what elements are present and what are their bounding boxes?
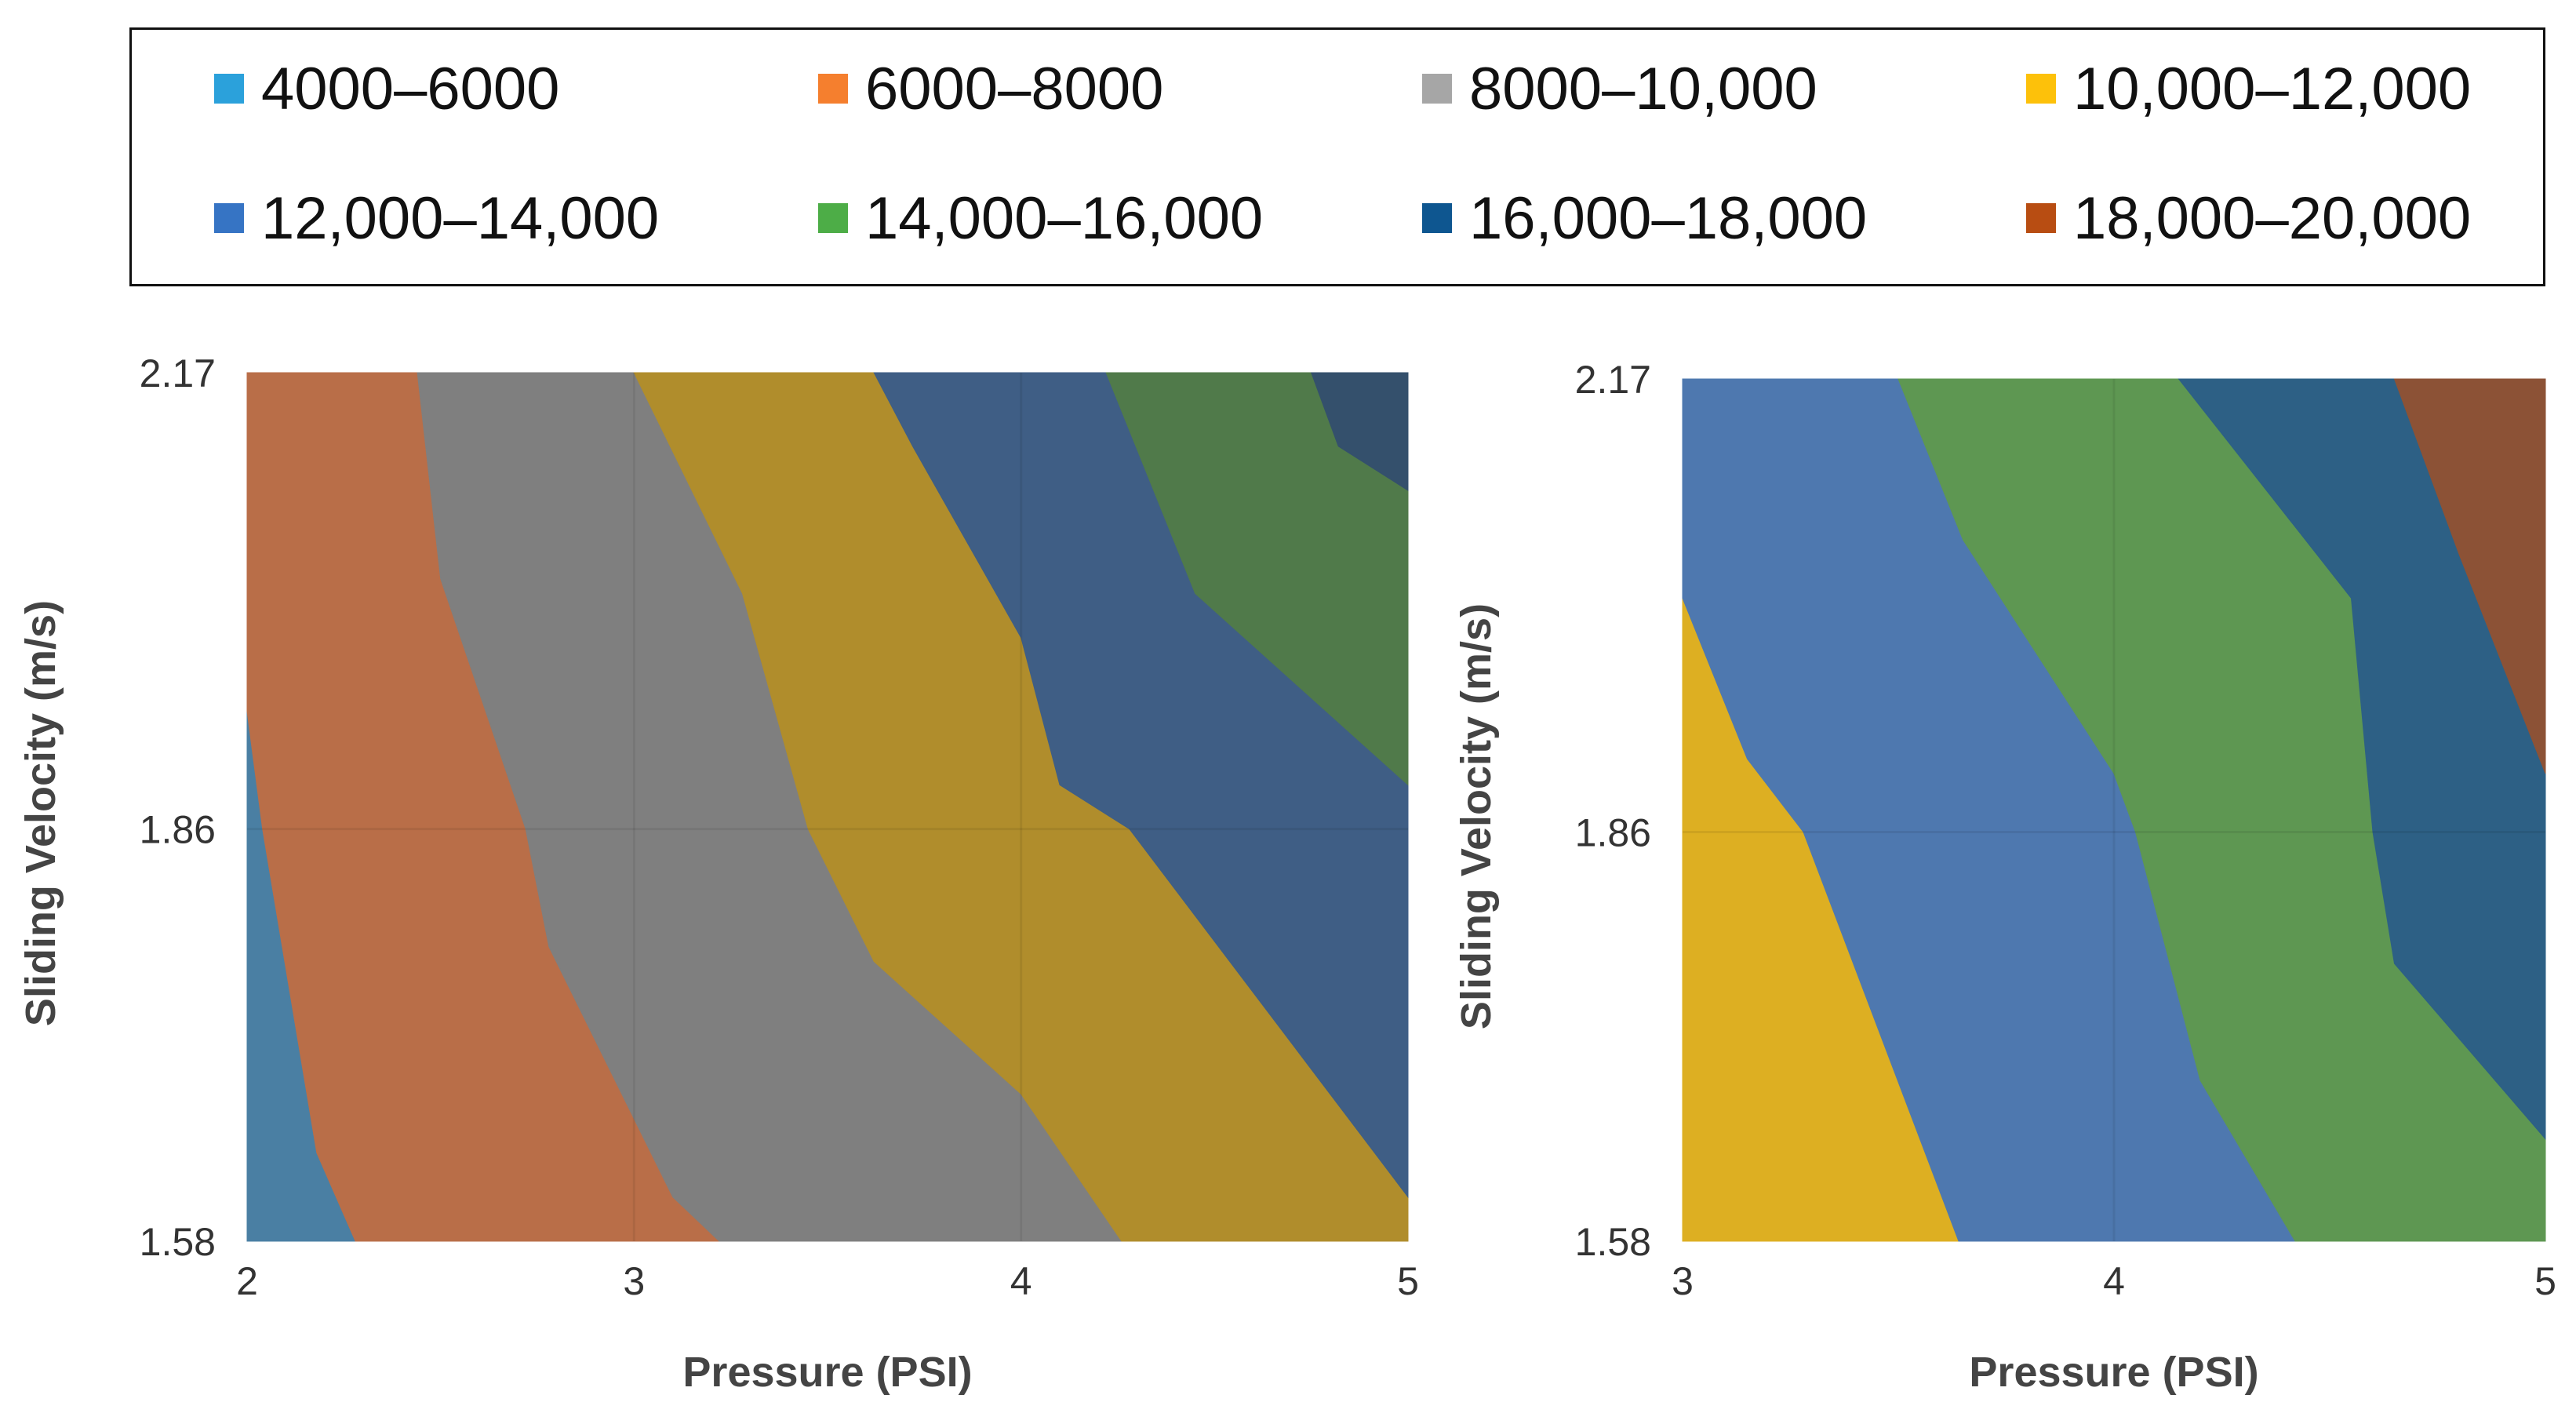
legend-swatch xyxy=(818,74,848,104)
legend-swatch xyxy=(214,203,244,233)
x-tick-label: 3 xyxy=(623,1259,645,1303)
y-tick-label: 2.17 xyxy=(140,351,216,395)
legend-swatch xyxy=(214,74,244,104)
contour-chart-1: 2 3 4 5 1.58 1.86 2.17 Pressure (PSI) Sliding Ve… xyxy=(17,351,1419,1396)
x-tick-label: 5 xyxy=(1397,1259,1419,1303)
x-axis-title: Pressure (PSI) xyxy=(1969,1349,2258,1396)
legend-swatch xyxy=(2026,203,2056,233)
x-tick-label: 3 xyxy=(1672,1259,1694,1303)
y-axis-title: Sliding Velocity (m/s) xyxy=(1453,603,1500,1029)
y-tick-label: 1.86 xyxy=(140,808,216,852)
contour-band-18-000-20-000 xyxy=(2393,378,2546,774)
x-tick-label: 2 xyxy=(236,1259,258,1303)
legend-item-8000-10000: 8000–10,000 xyxy=(1422,53,1817,124)
y-tick-label: 1.58 xyxy=(1575,1220,1651,1264)
legend-label: 18,000–20,000 xyxy=(2073,184,2472,252)
legend-swatch xyxy=(818,203,848,233)
contour-chart-2: 3 4 5 1.58 1.86 2.17 Pressure (PSI) Sliding Vel… xyxy=(1453,358,2556,1396)
legend-swatch xyxy=(1422,74,1452,104)
y-tick-label: 1.86 xyxy=(1575,810,1651,854)
y-tick-label: 1.58 xyxy=(140,1220,216,1264)
legend-label: 10,000–12,000 xyxy=(2073,55,2472,122)
y-tick-label: 2.17 xyxy=(1575,358,1651,402)
legend-item-4000-6000: 4000–6000 xyxy=(214,53,559,124)
y-axis-title: Sliding Velocity (m/s) xyxy=(17,600,64,1026)
x-tick-label: 5 xyxy=(2534,1259,2556,1303)
legend-item-18000-20000: 18,000–20,000 xyxy=(2026,183,2471,253)
legend-label: 14,000–16,000 xyxy=(865,184,1264,252)
legend-label: 12,000–14,000 xyxy=(261,184,660,252)
legend-label: 8000–10,000 xyxy=(1469,55,1817,122)
x-tick-label: 4 xyxy=(1010,1259,1032,1303)
x-tick-label: 4 xyxy=(2103,1259,2125,1303)
contour-band-16-000-18-000 xyxy=(1310,372,1409,492)
legend-item-16000-18000: 16,000–18,000 xyxy=(1422,183,1867,253)
legend-item-14000-16000: 14,000–16,000 xyxy=(818,183,1263,253)
legend-item-12000-14000: 12,000–14,000 xyxy=(214,183,659,253)
x-axis-title: Pressure (PSI) xyxy=(682,1349,972,1396)
legend-label: 4000–6000 xyxy=(261,55,560,122)
chart-legend: 4000–6000 6000–8000 8000–10,000 10,000–1… xyxy=(129,27,2545,286)
legend-label: 16,000–18,000 xyxy=(1469,184,1868,252)
legend-label: 6000–8000 xyxy=(865,55,1164,122)
legend-swatch xyxy=(2026,74,2056,104)
legend-item-6000-8000: 6000–8000 xyxy=(818,53,1163,124)
legend-item-10000-12000: 10,000–12,000 xyxy=(2026,53,2471,124)
legend-swatch xyxy=(1422,203,1452,233)
